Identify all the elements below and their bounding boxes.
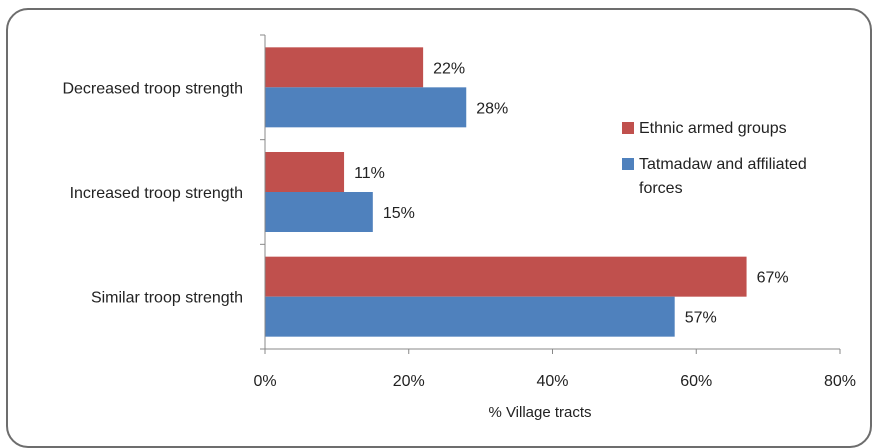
- bar: [265, 192, 373, 232]
- bar-chart: 22% 28% Decreased troop strength 11% 15% Incr…: [62, 34, 856, 421]
- data-label: 67%: [757, 270, 789, 287]
- legend-label: Ethnic armed groups: [639, 120, 787, 137]
- category-label: Decreased troop strength: [62, 80, 243, 97]
- legend-swatch: [622, 122, 634, 134]
- labels-layer: 22% 28% Decreased troop strength 11% 15% Incr…: [62, 60, 856, 390]
- data-label: 22%: [433, 60, 465, 77]
- data-label: 57%: [685, 310, 717, 327]
- data-label: 28%: [476, 100, 508, 117]
- bar: [265, 47, 424, 88]
- bar: [265, 152, 345, 192]
- category-label: Similar troop strength: [91, 290, 243, 307]
- data-label: 15%: [383, 205, 415, 222]
- x-tick-label: 80%: [824, 373, 856, 390]
- data-label: 11%: [354, 165, 385, 182]
- legend: Ethnic armed groups Tatmadaw and affiliat…: [622, 120, 807, 197]
- bar: [265, 256, 747, 297]
- x-tick-label: 60%: [680, 373, 712, 390]
- chart-frame: [6, 8, 872, 448]
- bars-layer: [265, 47, 747, 337]
- x-tick-label: 40%: [536, 373, 568, 390]
- bar: [265, 296, 675, 337]
- legend-label: Tatmadaw and affiliated: [639, 156, 807, 173]
- x-axis-title: % Village tracts: [488, 404, 591, 421]
- x-tick-label: 20%: [393, 373, 425, 390]
- x-tick-label: 0%: [253, 373, 276, 390]
- legend-swatch: [622, 158, 634, 170]
- bar: [265, 87, 467, 128]
- legend-label: forces: [639, 180, 683, 197]
- category-label: Increased troop strength: [70, 185, 243, 202]
- axis-layer: [260, 34, 841, 354]
